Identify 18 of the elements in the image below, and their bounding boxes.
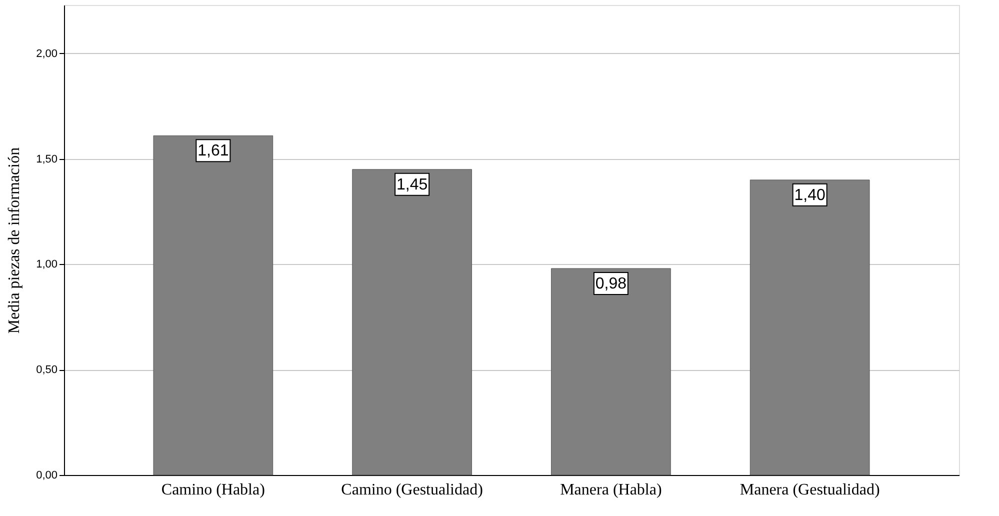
x-tick-label: Camino (Habla) <box>161 482 265 498</box>
y-tick-label: 2,00 <box>36 48 58 60</box>
x-tick-label: Manera (Gestualidad) <box>740 482 880 498</box>
data-label: 1,40 <box>794 186 826 204</box>
bar <box>750 180 870 476</box>
y-tick-label: 0,50 <box>36 364 58 376</box>
x-tick-label: Manera (Habla) <box>560 482 662 498</box>
data-label: 0,98 <box>595 275 627 292</box>
y-tick-label: 1,00 <box>36 258 58 271</box>
x-tick-label: Camino (Gestualidad) <box>341 482 483 498</box>
y-tick-label: 0,00 <box>36 470 58 482</box>
bar <box>551 268 671 476</box>
y-tick-label: 1,50 <box>36 153 58 166</box>
bar <box>153 135 274 476</box>
data-label: 1,45 <box>396 176 428 194</box>
y-axis-title: Media piezas de información <box>6 147 24 334</box>
bar <box>352 169 472 476</box>
data-label: 1,61 <box>198 142 229 160</box>
